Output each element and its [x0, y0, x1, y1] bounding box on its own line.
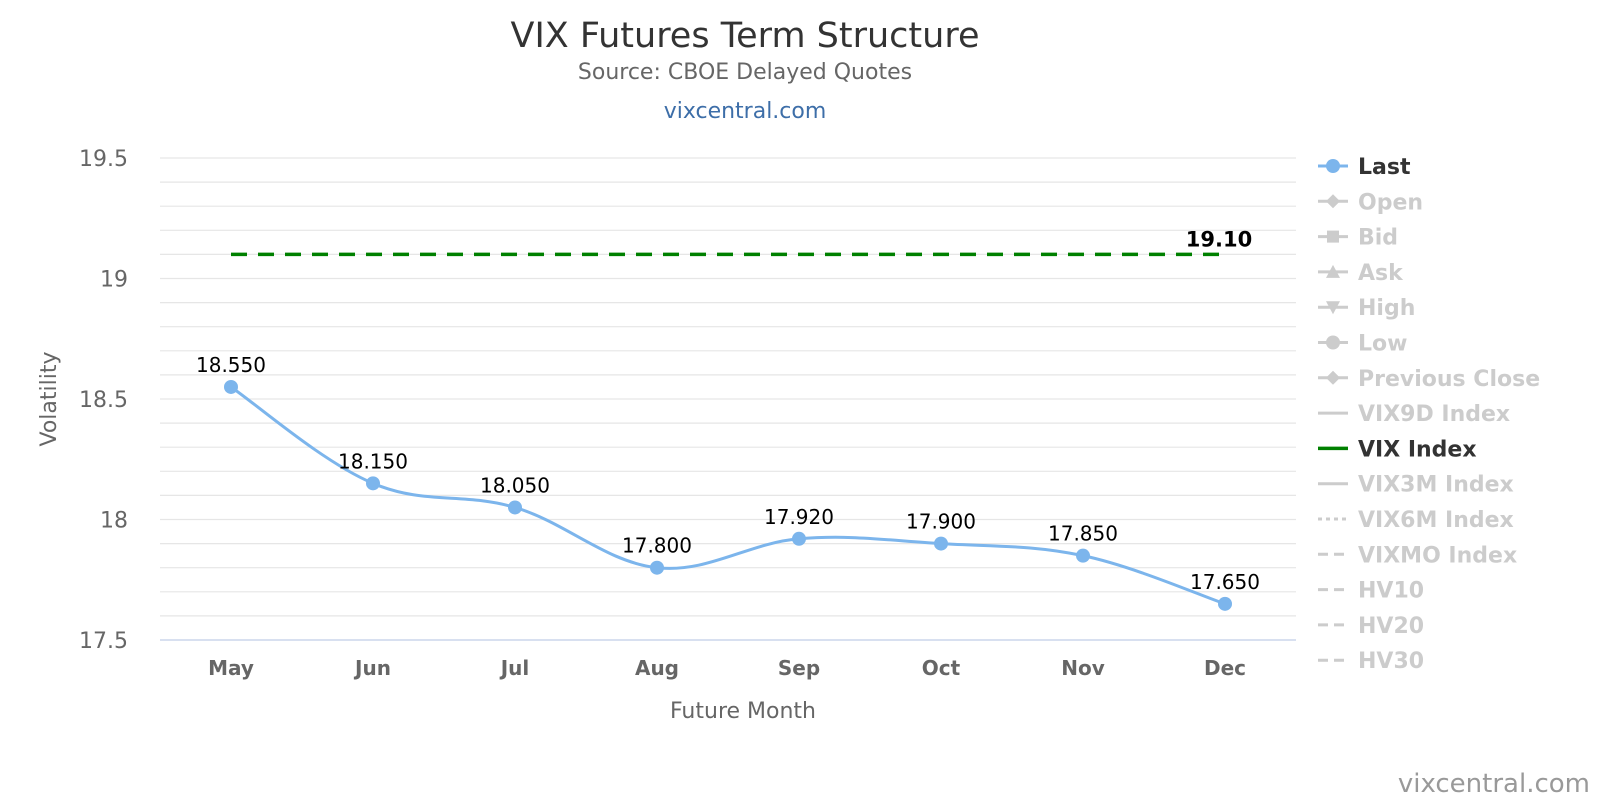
x-tick-label: May — [208, 656, 254, 680]
legend-label: Last — [1358, 155, 1411, 180]
data-label: 17.800 — [622, 534, 692, 558]
data-label: 18.050 — [480, 473, 550, 497]
legend-label: Ask — [1358, 261, 1404, 286]
legend-label: Bid — [1358, 226, 1398, 251]
legend-label: VIX Index — [1358, 437, 1477, 462]
legend-label: VIX6M Index — [1358, 508, 1514, 533]
y-tick-label: 19 — [100, 268, 128, 293]
y-axis-title: Volatility — [37, 351, 62, 446]
data-label: 17.850 — [1048, 522, 1118, 546]
x-axis-title: Future Month — [670, 699, 816, 724]
data-label: 18.550 — [196, 353, 266, 377]
last-series-point — [1218, 596, 1232, 611]
legend-item-vix-index[interactable]: VIX Index — [1318, 437, 1477, 462]
legend-item-last[interactable]: Last — [1318, 155, 1411, 180]
legend-label: VIX9D Index — [1358, 402, 1510, 427]
data-label: 18.150 — [338, 449, 408, 473]
legend-marker-triangle-down — [1326, 301, 1340, 315]
y-tick-label: 19.5 — [79, 147, 128, 172]
y-tick-label: 17.5 — [79, 629, 128, 654]
legend-label: High — [1358, 296, 1415, 321]
legend-item-vix9d-index[interactable]: VIX9D Index — [1318, 402, 1510, 427]
chart-title: VIX Futures Term Structure — [511, 16, 980, 56]
data-label: 17.650 — [1190, 570, 1260, 594]
x-tick-label: Nov — [1061, 656, 1105, 680]
legend-item-vix3m-index[interactable]: VIX3M Index — [1318, 473, 1514, 498]
legend-item-ask[interactable]: Ask — [1318, 261, 1404, 286]
last-series-point — [650, 560, 664, 575]
x-tick-label: Jun — [353, 656, 391, 680]
last-series-point — [934, 536, 948, 551]
last-series-point — [508, 500, 522, 515]
legend-marker-triangle — [1326, 264, 1340, 278]
legend-item-hv20[interactable]: HV20 — [1318, 614, 1424, 639]
legend-label: VIXMO Index — [1358, 543, 1517, 568]
vix-index-series: 19.10 — [231, 227, 1252, 257]
legend-label: Low — [1358, 332, 1407, 357]
last-series-point — [1076, 548, 1090, 563]
watermark: vixcentral.com — [1398, 769, 1590, 799]
vix-index-label: 19.10 — [1186, 227, 1252, 251]
x-tick-label: Sep — [778, 656, 820, 680]
last-series: 18.550 18.150 18.050 17.800 17.920 17.900 17.8… — [196, 353, 1260, 611]
legend-item-vixmo-index[interactable]: VIXMO Index — [1318, 543, 1517, 568]
legend-item-hv30[interactable]: HV30 — [1318, 649, 1424, 674]
last-series-point — [224, 379, 238, 394]
legend-item-bid[interactable]: Bid — [1318, 226, 1398, 251]
x-tick-label: Jul — [499, 656, 530, 680]
legend-item-hv10[interactable]: HV10 — [1318, 579, 1424, 604]
legend: Last Open Bid Ask High Low Previous Close VIX9D… — [1318, 155, 1540, 674]
legend-marker-square — [1327, 230, 1339, 243]
legend-item-open[interactable]: Open — [1318, 190, 1423, 215]
chart-subtitle: Source: CBOE Delayed Quotes — [578, 60, 912, 85]
legend-marker-diamond — [1326, 370, 1340, 385]
legend-item-low[interactable]: Low — [1318, 332, 1407, 357]
legend-item-previous-close[interactable]: Previous Close — [1318, 367, 1540, 392]
legend-label: HV30 — [1358, 649, 1424, 674]
legend-marker-circle — [1326, 159, 1340, 173]
y-axis-ticks: 19.5 19 18.5 18 17.5 — [79, 147, 128, 654]
data-label: 17.920 — [764, 505, 834, 529]
legend-label: HV20 — [1358, 614, 1424, 639]
y-tick-label: 18.5 — [79, 388, 128, 413]
legend-label: Previous Close — [1358, 367, 1540, 392]
y-tick-label: 18 — [100, 509, 128, 534]
x-tick-label: Dec — [1204, 656, 1246, 680]
source-link[interactable]: vixcentral.com — [664, 99, 827, 124]
last-series-point — [366, 476, 380, 491]
last-series-point — [792, 531, 806, 546]
x-axis-ticks: May Jun Jul Aug Sep Oct Nov Dec — [208, 656, 1246, 680]
legend-item-high[interactable]: High — [1318, 296, 1415, 321]
legend-label: HV10 — [1358, 579, 1424, 604]
data-label: 17.900 — [906, 510, 976, 534]
x-tick-label: Oct — [922, 656, 961, 680]
legend-label: Open — [1358, 190, 1423, 215]
legend-label: VIX3M Index — [1358, 473, 1514, 498]
legend-item-vix6m-index[interactable]: VIX6M Index — [1318, 508, 1514, 533]
x-tick-label: Aug — [635, 656, 679, 680]
legend-marker-circle — [1326, 335, 1340, 350]
legend-marker-diamond — [1326, 194, 1340, 209]
